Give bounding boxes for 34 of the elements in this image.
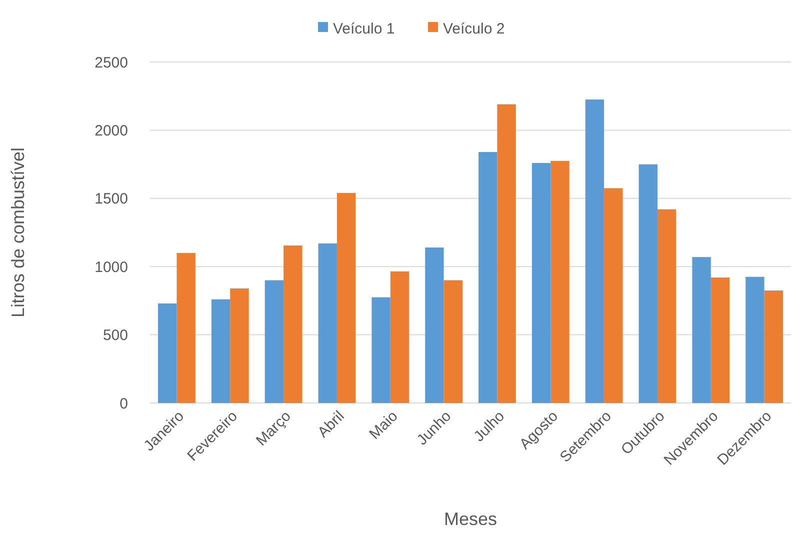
bar: [390, 271, 410, 403]
y-tick-label: 2500: [94, 54, 128, 72]
y-tick-label: 2000: [94, 122, 128, 140]
y-tick-label: 1500: [94, 190, 128, 208]
y-tick-label: 0: [120, 395, 128, 412]
y-axis-title: Litros de combustível: [8, 147, 28, 318]
bar: [284, 245, 302, 403]
bar: [604, 188, 623, 403]
bar: [176, 252, 196, 403]
legend-label: Veículo 1: [333, 20, 395, 38]
bar: [638, 164, 658, 403]
bar: [372, 297, 390, 403]
y-tick-label: 500: [102, 327, 128, 344]
bar: [264, 280, 284, 403]
bar: [211, 299, 230, 403]
bar: [657, 209, 676, 403]
bar: [478, 152, 498, 403]
bar: [550, 160, 570, 403]
bar: [532, 162, 551, 403]
bar: [692, 257, 711, 403]
bar: [444, 280, 462, 403]
bar: [425, 248, 444, 403]
bar: [746, 276, 764, 403]
bar: [710, 278, 730, 403]
x-axis-title: Meses: [444, 509, 498, 529]
bar: [497, 104, 516, 403]
bar: [585, 100, 604, 403]
y-tick-label: 1000: [94, 258, 128, 276]
bar: [336, 192, 356, 403]
legend-label: Veículo 2: [443, 20, 505, 38]
bar: [230, 288, 249, 403]
bar: [318, 243, 337, 403]
bar: [764, 290, 783, 403]
bar: [158, 303, 177, 403]
